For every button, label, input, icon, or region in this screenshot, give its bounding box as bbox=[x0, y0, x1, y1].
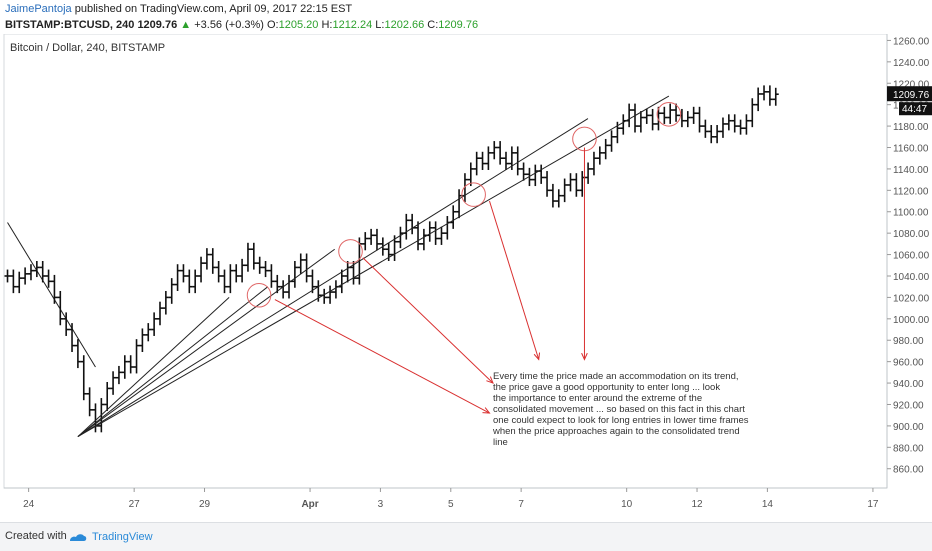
x-tick-label: 29 bbox=[199, 499, 211, 510]
author-link[interactable]: JaimePantoja bbox=[5, 3, 72, 15]
footer-bar: Created with TradingView bbox=[0, 522, 932, 551]
y-tick-label: 900.00 bbox=[893, 422, 924, 433]
annotation-arrows bbox=[274, 147, 588, 414]
y-tick-label: 880.00 bbox=[893, 443, 924, 454]
change-value: +3.56 (+0.3%) bbox=[194, 19, 264, 31]
y-tick-label: 1140.00 bbox=[893, 165, 929, 176]
close-label: C: bbox=[427, 19, 439, 31]
tradingview-brand[interactable]: TradingView bbox=[68, 528, 153, 546]
arrow-head bbox=[581, 352, 588, 361]
open-value: 1205.20 bbox=[278, 19, 319, 31]
high-value: 1212.24 bbox=[332, 19, 373, 31]
touch-circle bbox=[246, 282, 272, 308]
x-tick-label: 14 bbox=[762, 499, 774, 510]
last-price-text: 1209.76 bbox=[893, 90, 930, 101]
low-value: 1202.66 bbox=[384, 19, 425, 31]
price-bars bbox=[4, 85, 779, 433]
x-axis[interactable]: 24 27 29 Apr 3 5 7 10 12 14 17 bbox=[4, 487, 887, 510]
tradingview-logo-icon bbox=[70, 534, 87, 541]
last-price-label: 1209.76 44:47 bbox=[887, 86, 932, 116]
last-price-box bbox=[887, 86, 932, 102]
touch-circle bbox=[461, 182, 486, 207]
x-tick-label: 10 bbox=[621, 499, 633, 510]
y-tick-label: 1240.00 bbox=[893, 58, 930, 69]
last-price: 1209.76 bbox=[137, 19, 178, 31]
downtrend-line-segment bbox=[7, 222, 96, 368]
y-tick-label: 1120.00 bbox=[893, 186, 929, 197]
y-tick-label: 920.00 bbox=[893, 400, 924, 411]
low-label: L: bbox=[375, 19, 385, 31]
annotation-line: consolidated movement ... so based on th… bbox=[493, 404, 745, 415]
x-tick-label: Apr bbox=[301, 499, 318, 510]
y-axis[interactable]: 860.00 880.00 900.00 920.00 940.00 960.00 980.… bbox=[886, 34, 930, 488]
y-tick-label: 980.00 bbox=[893, 336, 924, 347]
trend-line bbox=[77, 286, 269, 437]
y-tick-label: 960.00 bbox=[893, 358, 924, 369]
y-tick-label: 1080.00 bbox=[893, 229, 930, 240]
trend-lines bbox=[77, 95, 670, 438]
y-tick-label: 940.00 bbox=[893, 379, 924, 390]
publish-line: JaimePantoja published on TradingView.co… bbox=[5, 3, 352, 15]
tradingview-brand-label: TradingView bbox=[92, 531, 153, 543]
annotation-line: when the price approaches again to the c… bbox=[492, 426, 740, 437]
annotation-line: the price gave a good opportunity to ent… bbox=[493, 382, 720, 393]
trend-line bbox=[77, 297, 230, 437]
y-tick-label: 1040.00 bbox=[893, 272, 930, 283]
annotation-line: the importance to enter around the extre… bbox=[493, 393, 702, 404]
y-tick-label: 860.00 bbox=[893, 465, 924, 476]
open-label: O: bbox=[267, 19, 279, 31]
published-text: published on TradingView.com, April 09, … bbox=[74, 3, 353, 15]
x-tick-label: 17 bbox=[867, 499, 879, 510]
countdown-box bbox=[899, 102, 932, 116]
change-up-arrow-icon: ▲ bbox=[180, 19, 192, 31]
y-tick-label: 1060.00 bbox=[893, 251, 930, 262]
x-tick-label: 27 bbox=[129, 499, 141, 510]
y-tick-label: 1220.00 bbox=[893, 79, 930, 90]
y-tick-label: 1260.00 bbox=[893, 36, 930, 47]
downtrend-line bbox=[7, 222, 96, 368]
x-tick-label: 5 bbox=[448, 499, 454, 510]
y-tick-label: 1100.00 bbox=[893, 208, 929, 219]
trend-line bbox=[77, 248, 335, 438]
high-label: H: bbox=[321, 19, 333, 31]
countdown-text: 44:47 bbox=[902, 104, 927, 115]
arrow-head bbox=[533, 352, 541, 361]
x-tick-label: 24 bbox=[23, 499, 35, 510]
ohlc-line: BITSTAMP:BTCUSD, 240 1209.76 ▲ +3.56 (+0… bbox=[5, 19, 478, 31]
price-chart[interactable]: Bitcoin / Dollar, 240, BITSTAMP 24 27 29 Ap… bbox=[0, 34, 932, 522]
annotation-text: Every time the price made an accommodati… bbox=[492, 371, 749, 448]
x-tick-label: 7 bbox=[518, 499, 524, 510]
trend-line bbox=[77, 95, 670, 438]
y-tick-label: 1160.00 bbox=[893, 144, 929, 155]
annotation-line: one could expect to look for long entrie… bbox=[493, 415, 749, 426]
y-tick-label: 1020.00 bbox=[893, 293, 930, 304]
touch-circle bbox=[656, 102, 682, 127]
arrow-head bbox=[482, 407, 491, 414]
created-with-label: Created with bbox=[5, 530, 67, 542]
x-tick-label: 3 bbox=[378, 499, 384, 510]
touch-circle bbox=[338, 239, 363, 264]
annotation-arrow bbox=[274, 299, 490, 414]
trend-line bbox=[77, 118, 589, 438]
symbol-label: BITSTAMP:BTCUSD, 240 bbox=[5, 19, 135, 31]
chart-title: Bitcoin / Dollar, 240, BITSTAMP bbox=[10, 42, 165, 54]
x-tick-label: 12 bbox=[691, 499, 703, 510]
annotation-line: Every time the price made an accommodati… bbox=[493, 371, 739, 382]
annotation-arrow bbox=[488, 200, 540, 360]
y-tick-label: 1180.00 bbox=[893, 122, 929, 133]
y-tick-label: 1000.00 bbox=[893, 315, 930, 326]
chart-header: JaimePantoja published on TradingView.co… bbox=[0, 0, 932, 34]
annotation-arrow bbox=[362, 257, 494, 384]
arrow-head bbox=[486, 376, 494, 384]
annotation-line: line bbox=[493, 437, 508, 448]
close-value: 1209.76 bbox=[438, 19, 479, 31]
